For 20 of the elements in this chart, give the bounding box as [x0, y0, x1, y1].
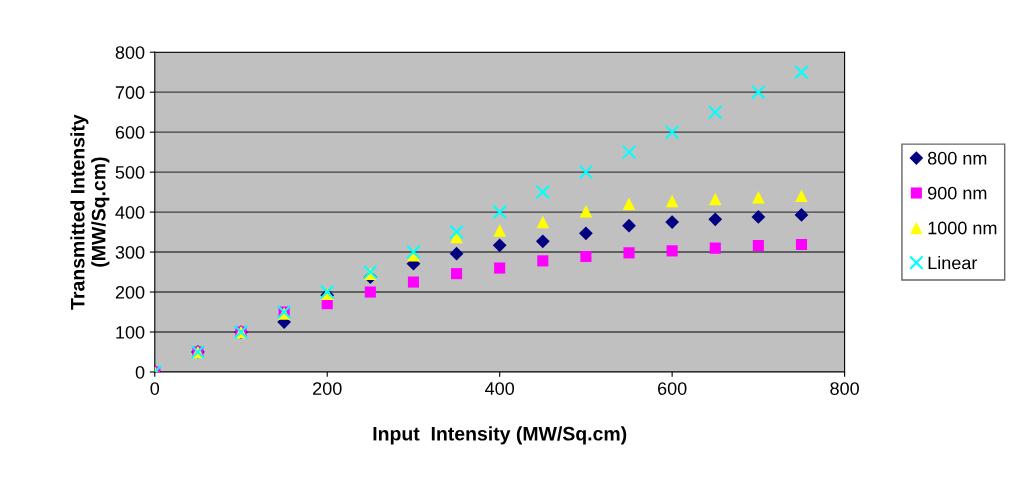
y-tick-label: 700: [115, 86, 145, 99]
legend-label: Linear: [928, 256, 978, 270]
y-tick-label: 600: [115, 126, 145, 139]
y-tick-label: 500: [115, 166, 145, 179]
legend-label: 1000 nm: [928, 221, 997, 235]
y-tick-label: 400: [115, 206, 145, 219]
x-axis-title: Input Intensity (MW/Sq.cm): [373, 426, 627, 445]
y-axis-title: Transmitted Intensity (MW/Sq.cm): [70, 114, 110, 310]
x-tick-label: 400: [485, 382, 515, 395]
y-tick-label: 100: [116, 325, 145, 339]
y-tick-label: 200: [115, 285, 145, 299]
legend-label: 800 nm: [927, 151, 987, 165]
y-tick-label: 300: [115, 246, 145, 259]
x-tick-label: 0: [150, 382, 160, 395]
legend-label: 900 nm: [928, 186, 987, 200]
x-tick-label: 200: [313, 382, 342, 395]
x-tick-label: 800: [830, 382, 859, 395]
x-tick-label: 600: [658, 382, 687, 395]
y-tick-label: 0: [135, 365, 145, 379]
y-tick-label: 800: [115, 46, 145, 59]
